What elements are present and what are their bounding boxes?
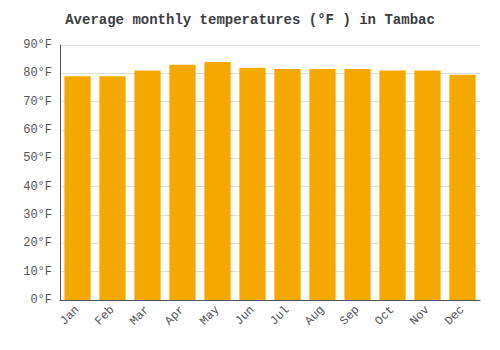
- svg-text:Feb: Feb: [92, 303, 117, 328]
- svg-text:Apr: Apr: [162, 303, 187, 328]
- svg-text:Nov: Nov: [407, 303, 432, 328]
- svg-text:30°F: 30°F: [23, 208, 52, 222]
- svg-text:80°F: 80°F: [23, 66, 52, 80]
- svg-text:Dec: Dec: [442, 303, 467, 328]
- svg-text:Jul: Jul: [267, 303, 292, 328]
- svg-text:40°F: 40°F: [23, 180, 52, 194]
- svg-text:Aug: Aug: [302, 303, 327, 328]
- svg-text:90°F: 90°F: [23, 38, 52, 52]
- svg-text:Jun: Jun: [232, 303, 257, 328]
- svg-text:Sep: Sep: [337, 303, 362, 328]
- svg-text:May: May: [197, 303, 222, 328]
- svg-text:50°F: 50°F: [23, 151, 52, 165]
- svg-text:Jan: Jan: [57, 303, 82, 328]
- svg-text:60°F: 60°F: [23, 123, 52, 137]
- svg-text:20°F: 20°F: [23, 236, 52, 250]
- svg-text:70°F: 70°F: [23, 95, 52, 109]
- svg-text:Oct: Oct: [372, 303, 397, 328]
- svg-text:10°F: 10°F: [23, 265, 52, 279]
- svg-text:0°F: 0°F: [30, 293, 52, 307]
- svg-text:Average monthly temperatures (: Average monthly temperatures (°F ) in Ta…: [65, 12, 435, 28]
- svg-text:Mar: Mar: [127, 303, 152, 328]
